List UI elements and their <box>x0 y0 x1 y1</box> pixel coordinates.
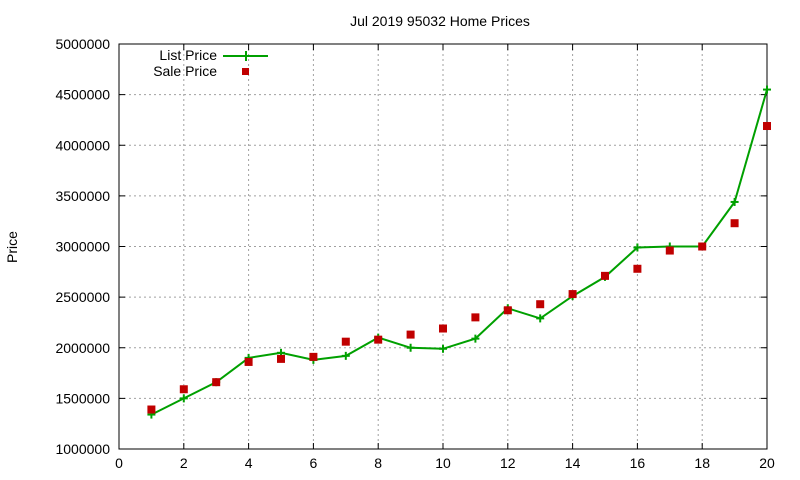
sale-price-point <box>763 122 771 131</box>
y-axis-label: Price <box>4 231 20 263</box>
sale-price-point <box>439 324 447 333</box>
sale-price-point <box>277 354 285 363</box>
sale-price-point <box>179 385 188 394</box>
x-tick-label: 12 <box>500 455 516 471</box>
x-tick-label: 0 <box>115 455 123 471</box>
list-price-point <box>439 344 447 353</box>
sale-price-point <box>374 335 383 344</box>
y-tick-label: 4000000 <box>55 137 110 153</box>
axis-ticks: 0 2 4 6 8 10 12 14 16 18 20 1000000 1500000 2000000 25… <box>55 36 775 471</box>
sale-price-point <box>406 330 415 339</box>
sale-price-point <box>568 290 577 299</box>
sale-price-point <box>503 306 512 315</box>
list-price-point <box>471 334 480 343</box>
x-tick-label: 6 <box>310 455 318 471</box>
list-price-point <box>341 351 350 360</box>
list-price-point <box>633 243 642 252</box>
chart-title: Jul 2019 95032 Home Prices <box>350 13 530 29</box>
x-tick-label: 4 <box>245 455 253 471</box>
legend-label-list-price: List Price <box>159 47 217 63</box>
legend-label-sale-price: Sale Price <box>153 63 217 79</box>
list-price-point <box>406 343 415 352</box>
y-tick-label: 2000000 <box>55 340 110 356</box>
sale-price-point <box>698 242 707 251</box>
x-tick-label: 16 <box>630 455 646 471</box>
x-tick-label: 18 <box>694 455 710 471</box>
list-price-line <box>150 89 768 416</box>
legend: List Price Sale Price <box>153 47 268 79</box>
sale-price-point <box>536 300 545 309</box>
sale-price-point <box>633 264 642 273</box>
sale-price-point <box>471 313 480 322</box>
y-tick-label: 2500000 <box>55 289 110 305</box>
y-tick-label: 4500000 <box>55 87 110 103</box>
sale-price-point <box>341 337 350 346</box>
legend-marker-list-price <box>241 51 251 61</box>
sale-price-point <box>244 357 253 366</box>
legend-swatch-sale-price <box>242 68 249 75</box>
x-tick-label: 2 <box>180 455 188 471</box>
list-price-point <box>763 85 771 94</box>
x-tick-label: 14 <box>565 455 581 471</box>
y-tick-label: 1000000 <box>55 441 110 457</box>
list-price-point <box>179 394 188 403</box>
x-tick-label: 10 <box>435 455 451 471</box>
x-tick-label: 8 <box>374 455 382 471</box>
sale-price-point <box>601 271 609 280</box>
sale-price-point <box>309 352 318 361</box>
sale-price-point <box>212 378 221 387</box>
y-tick-label: 5000000 <box>55 36 110 52</box>
y-tick-label: 1500000 <box>55 390 110 406</box>
y-tick-label: 3500000 <box>55 188 110 204</box>
sale-price-point <box>147 405 156 414</box>
x-tick-label: 20 <box>759 455 775 471</box>
list-price-point <box>536 314 545 323</box>
data-series <box>147 85 771 419</box>
y-tick-label: 3000000 <box>55 239 110 255</box>
sale-price-point <box>665 246 674 255</box>
sale-price-point <box>730 219 739 228</box>
list-price-point <box>730 197 739 206</box>
